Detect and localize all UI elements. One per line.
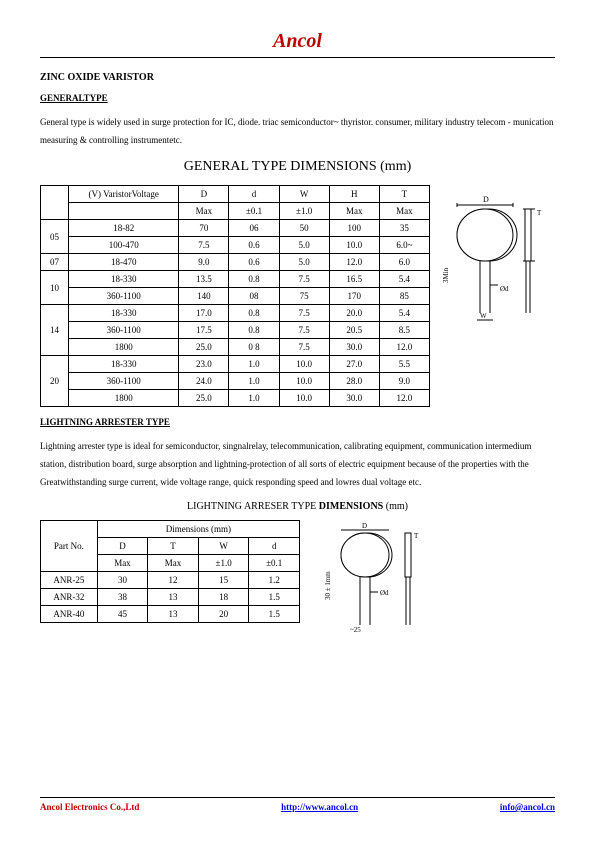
footer-company: Ancol Electronics Co.,Ltd [40,802,139,812]
general-paragraph: General type is widely used in surge pro… [40,113,555,149]
svg-text:3Min: 3Min [442,267,450,283]
component-diagram-lightning: D T Ød 30 ± 1mm ~25 [310,520,440,640]
component-diagram-general: D T Ød 3Min W [440,185,550,325]
svg-text:D: D [483,195,489,204]
page-title: ZINC OXIDE VARISTOR [40,72,555,83]
lightning-title-bold: DIMENSIONS [319,501,383,512]
svg-text:T: T [537,209,542,217]
lightning-paragraph: Lightning arrester type is ideal for sem… [40,437,555,491]
header-rule [40,57,555,58]
general-heading: GENERALTYPE [40,93,555,103]
lightning-dimensions-table: Part No.Dimensions (mm)DTWdMaxMax±1.0±0.… [40,520,300,623]
general-dimensions-table: (V) VaristorVoltageDdWHTMax±0.1±1.0MaxMa… [40,185,430,407]
svg-text:Ød: Ød [500,285,509,293]
svg-text:Ød: Ød [380,589,389,597]
svg-text:W: W [480,312,487,320]
lightning-heading: LIGHTNING ARRESTER TYPE [40,417,555,427]
footer-url-link[interactable]: http://www.ancol.cn [281,802,358,812]
lightning-title-suffix: (mm) [383,501,408,512]
svg-text:~25: ~25 [350,626,361,634]
page-footer: Ancol Electronics Co.,Ltd http://www.anc… [40,797,555,812]
footer-email-link[interactable]: info@ancol.cn [500,802,555,812]
svg-text:T: T [414,532,419,540]
svg-text:30 ± 1mm: 30 ± 1mm [324,571,332,600]
general-table-title: GENERAL TYPE DIMENSIONS (mm) [40,159,555,175]
svg-text:D: D [362,522,367,530]
brand-logo: Ancol [40,30,555,53]
lightning-title-prefix: LIGHTNING ARRESER TYPE [187,501,319,512]
lightning-table-title: LIGHTNING ARRESER TYPE DIMENSIONS (mm) [40,501,555,512]
